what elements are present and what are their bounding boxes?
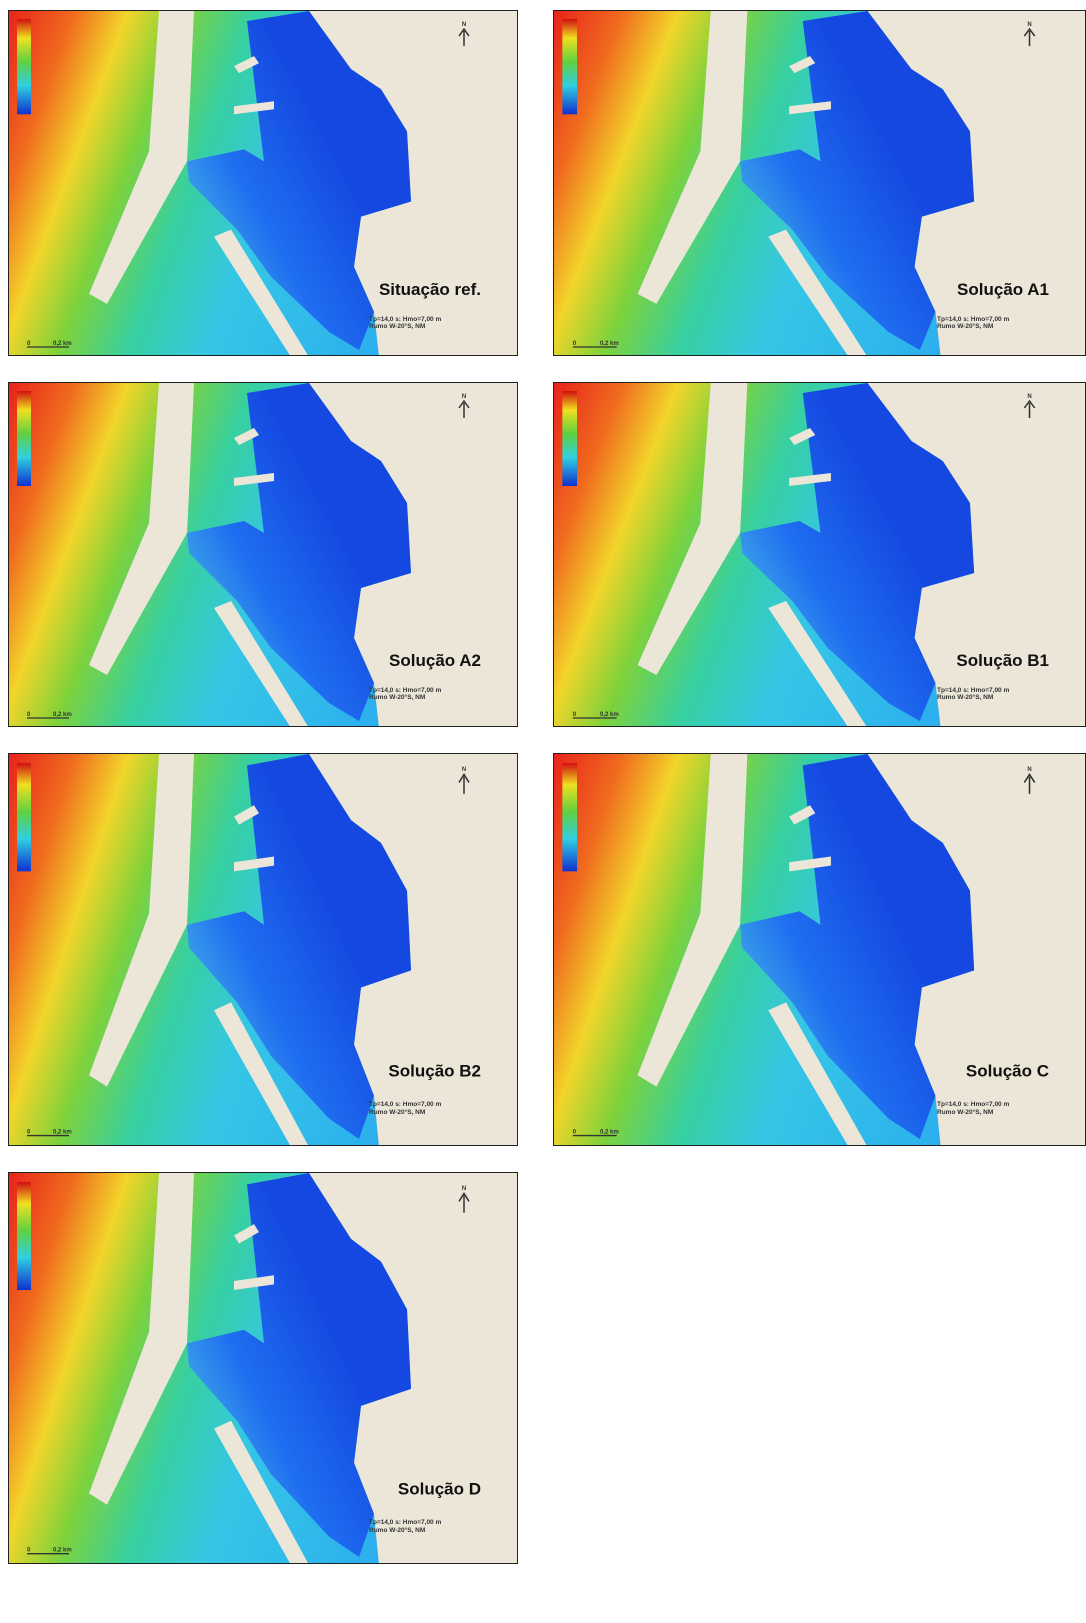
north-label: N [1027,394,1031,400]
scale-label: 0,2 km [600,1129,619,1135]
north-label: N [1027,22,1031,28]
wave-height-map [554,11,1086,356]
panel-label: Situação ref. [379,280,481,299]
conditions: Tp=14,0 s: Hmo=7,00 m [369,687,441,694]
north-label: N [462,22,466,28]
conditions: Rumo W-20°S, NM [369,322,425,330]
conditions: Rumo W-20°S, NM [937,1108,993,1116]
conditions: Tp=14,0 s: Hmo=7,00 m [937,1101,1009,1108]
page: {"panels":[ {"label":"Situação ref.","co… [0,0,1086,1623]
wave-height-map [554,754,1086,1146]
north-label: N [462,767,466,773]
panel-label: Solução B1 [956,651,1049,670]
conditions: Rumo W-20°S, NM [937,322,993,330]
conditions: Rumo W-20°S, NM [369,1526,425,1534]
north-label: N [462,394,466,400]
panel-label: Solução A2 [389,651,481,670]
conditions: Rumo W-20°S, NM [937,693,993,701]
panel-label: Solução A1 [957,280,1049,299]
north-label: N [462,1186,466,1192]
wave-height-map [9,383,518,727]
conditions: Tp=14,0 s: Hmo=7,00 m [369,1101,441,1108]
wave-height-map [9,754,518,1146]
panel-label: Solução D [398,1480,481,1499]
panel-label: Solução C [966,1061,1049,1080]
conditions: Rumo W-20°S, NM [369,693,425,701]
scale-label: 0,2 km [53,712,72,718]
wave-height-map [9,11,518,356]
panel-label: Solução B2 [388,1061,481,1080]
wave-height-map [554,383,1086,727]
conditions: Tp=14,0 s: Hmo=7,00 m [937,687,1009,694]
conditions: Tp=14,0 s: Hmo=7,00 m [369,316,441,323]
north-label: N [1027,767,1031,773]
scale-label: 0,2 km [600,712,619,718]
conditions: Tp=14,0 s: Hmo=7,00 m [369,1519,441,1526]
scale-label: 0,2 km [53,1129,72,1135]
scale-label: 0,2 km [600,341,619,347]
wave-height-map [9,1173,518,1564]
conditions: Rumo W-20°S, NM [369,1108,425,1116]
scale-label: 0,2 km [53,1547,72,1553]
scale-label: 0,2 km [53,341,72,347]
conditions: Tp=14,0 s: Hmo=7,00 m [937,316,1009,323]
